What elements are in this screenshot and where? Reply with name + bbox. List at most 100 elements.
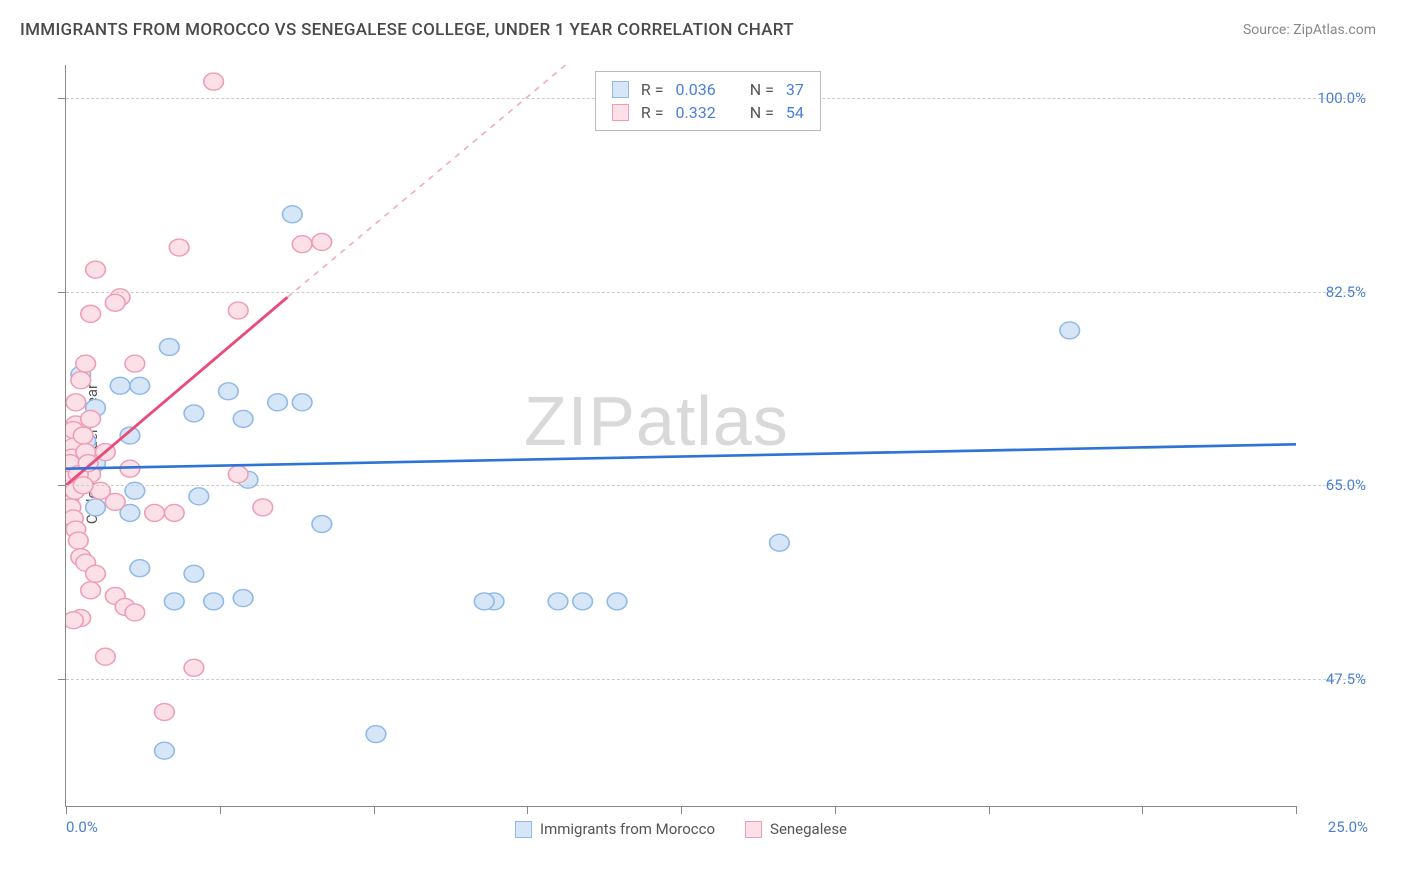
scatter-point xyxy=(607,593,627,610)
trend-line xyxy=(66,444,1296,468)
y-tick-label: 82.5% xyxy=(1306,283,1366,301)
legend-swatch xyxy=(745,821,762,838)
x-axis-max-label: 25.0% xyxy=(1328,818,1368,836)
scatter-point xyxy=(71,372,91,389)
scatter-point xyxy=(66,612,83,629)
chart-area: College, Under 1 year ZIPatlas R = 0.036… xyxy=(20,55,1386,852)
scatter-point xyxy=(204,593,224,610)
scatter-point xyxy=(204,73,224,90)
scatter-point xyxy=(228,302,248,319)
scatter-point xyxy=(189,488,209,505)
y-tick-label: 100.0% xyxy=(1306,89,1366,107)
stat-r-label: R = xyxy=(641,103,664,122)
scatter-point xyxy=(110,377,130,394)
stat-r-value: 0.036 xyxy=(676,80,716,99)
stat-r-value: 0.332 xyxy=(676,103,716,122)
stat-n-value: 54 xyxy=(786,103,804,122)
legend-swatch xyxy=(515,821,532,838)
scatter-point xyxy=(228,466,248,483)
y-tick-mark xyxy=(58,679,66,680)
scatter-point xyxy=(312,233,332,250)
scatter-point xyxy=(125,604,145,621)
scatter-point xyxy=(292,394,312,411)
scatter-point xyxy=(68,532,88,549)
source-label: Source: ZipAtlas.com xyxy=(1243,22,1376,38)
scatter-point xyxy=(164,504,184,521)
gridline xyxy=(66,679,1366,680)
scatter-point xyxy=(548,593,568,610)
scatter-point xyxy=(366,726,386,743)
legend-item: Senegalese xyxy=(745,820,847,838)
legend-swatch xyxy=(612,104,629,121)
scatter-point xyxy=(73,427,93,444)
scatter-point xyxy=(474,593,494,610)
stats-row: R = 0.332 N = 54 xyxy=(612,101,804,124)
scatter-point xyxy=(155,704,175,721)
scatter-point xyxy=(169,239,189,256)
scatter-point xyxy=(164,593,184,610)
x-tick-mark xyxy=(1142,806,1143,814)
gridline xyxy=(66,485,1366,486)
scatter-point xyxy=(219,383,239,400)
scatter-point xyxy=(76,355,96,372)
x-tick-mark xyxy=(374,806,375,814)
scatter-point xyxy=(184,659,204,676)
x-tick-mark xyxy=(220,806,221,814)
scatter-point xyxy=(1060,322,1080,339)
legend-swatch xyxy=(612,81,629,98)
y-tick-label: 47.5% xyxy=(1306,670,1366,688)
scatter-point xyxy=(145,504,165,521)
legend-item: Immigrants from Morocco xyxy=(515,820,715,838)
scatter-point xyxy=(86,565,106,582)
stat-n-label: N = xyxy=(750,103,774,122)
trend-line xyxy=(66,297,287,485)
scatter-point xyxy=(292,236,312,253)
scatter-point xyxy=(155,742,175,759)
y-tick-mark xyxy=(58,98,66,99)
scatter-point xyxy=(312,516,332,533)
scatter-point xyxy=(233,410,253,427)
y-tick-mark xyxy=(58,485,66,486)
x-tick-mark xyxy=(1296,806,1297,814)
bottom-legend: Immigrants from Morocco Senegalese xyxy=(515,820,847,838)
scatter-point xyxy=(184,565,204,582)
x-tick-mark xyxy=(835,806,836,814)
x-tick-mark xyxy=(989,806,990,814)
scatter-point xyxy=(282,206,302,223)
scatter-point xyxy=(86,261,106,278)
scatter-point xyxy=(81,410,101,427)
scatter-point xyxy=(66,394,86,411)
scatter-point xyxy=(573,593,593,610)
scatter-point xyxy=(233,590,253,607)
scatter-point xyxy=(130,377,150,394)
gridline xyxy=(66,292,1366,293)
scatter-point xyxy=(96,648,116,665)
scatter-point xyxy=(105,294,125,311)
stat-r-label: R = xyxy=(641,80,664,99)
legend-label: Senegalese xyxy=(770,820,847,838)
stats-row: R = 0.036 N = 37 xyxy=(612,78,804,101)
scatter-point xyxy=(184,405,204,422)
scatter-point xyxy=(268,394,288,411)
stat-n-value: 37 xyxy=(786,80,804,99)
legend-label: Immigrants from Morocco xyxy=(540,820,715,838)
chart-title: IMMIGRANTS FROM MOROCCO VS SENEGALESE CO… xyxy=(20,20,794,40)
scatter-point xyxy=(130,560,150,577)
plot-region: ZIPatlas R = 0.036N = 37R = 0.332N = 54 … xyxy=(65,65,1296,807)
y-tick-label: 65.0% xyxy=(1306,476,1366,494)
y-tick-mark xyxy=(58,292,66,293)
scatter-point xyxy=(86,499,106,516)
scatter-point xyxy=(81,305,101,322)
scatter-point xyxy=(253,499,273,516)
x-tick-mark xyxy=(527,806,528,814)
x-tick-mark xyxy=(681,806,682,814)
trend-line xyxy=(287,65,631,297)
scatter-point xyxy=(125,355,145,372)
stat-n-label: N = xyxy=(750,80,774,99)
stats-legend-box: R = 0.036 N = 37 R = 0.332 N = 54 xyxy=(595,71,821,131)
scatter-point xyxy=(770,534,790,551)
scatter-point xyxy=(81,582,101,599)
scatter-svg xyxy=(66,65,1296,806)
scatter-point xyxy=(159,339,179,356)
x-axis-min-label: 0.0% xyxy=(66,818,98,836)
